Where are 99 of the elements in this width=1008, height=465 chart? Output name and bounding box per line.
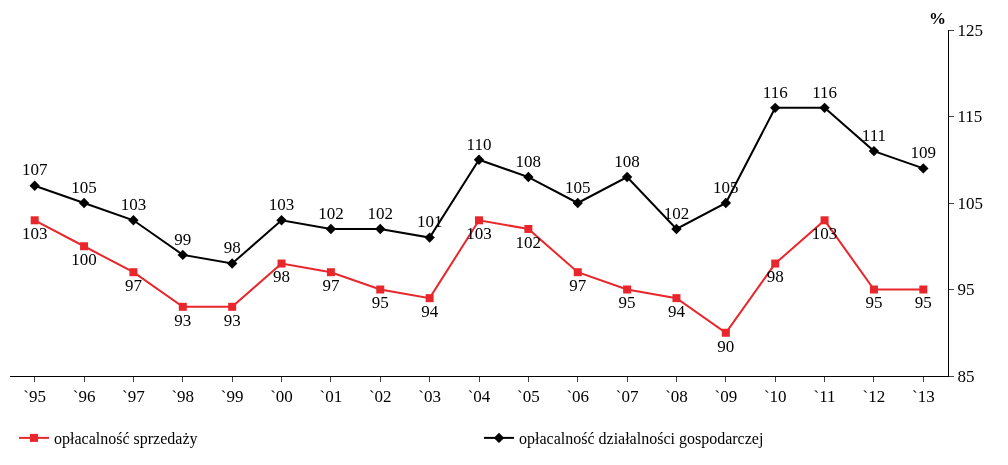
point xyxy=(425,294,434,303)
data-label: 95 xyxy=(371,293,389,313)
data-label: 98 xyxy=(223,238,241,258)
point xyxy=(720,197,732,209)
x-tick-label: `95 xyxy=(23,387,47,407)
x-tick-label: `11 xyxy=(813,387,836,407)
point xyxy=(276,215,287,226)
x-tick-label: `00 xyxy=(270,387,293,407)
legend-label: opłacalność sprzedaży xyxy=(54,430,198,449)
data-label: 108 xyxy=(614,151,640,171)
point xyxy=(178,302,187,311)
point xyxy=(621,171,633,183)
x-tick-label: `03 xyxy=(418,387,441,407)
point xyxy=(177,249,188,261)
point xyxy=(770,102,781,114)
x-tick-label: `05 xyxy=(517,387,540,407)
y-tick-label: 115 xyxy=(957,107,983,127)
data-label: 98 xyxy=(273,267,291,287)
data-label: 97 xyxy=(322,275,340,295)
point xyxy=(277,259,286,268)
point xyxy=(918,163,929,174)
y-tick-label: 125 xyxy=(957,20,983,40)
x-tick-label: `10 xyxy=(763,387,787,407)
data-label: 102 xyxy=(515,232,542,252)
data-label: 109 xyxy=(910,143,937,163)
x-tick-label: `07 xyxy=(615,387,639,407)
data-label: 102 xyxy=(318,203,344,223)
point xyxy=(868,145,880,157)
point xyxy=(671,223,682,235)
data-label: 95 xyxy=(865,293,883,313)
data-label: 95 xyxy=(618,293,636,313)
y-tick-label: 85 xyxy=(957,366,975,386)
x-tick-label: `97 xyxy=(122,387,146,407)
data-label: 110 xyxy=(466,134,492,154)
point xyxy=(473,154,485,165)
data-label: 108 xyxy=(515,151,542,171)
point xyxy=(721,328,730,337)
point xyxy=(29,180,40,191)
point xyxy=(820,216,829,225)
data-label: 107 xyxy=(21,160,48,180)
data-label: 97 xyxy=(124,275,143,295)
data-label: 116 xyxy=(762,82,788,102)
data-label: 97 xyxy=(569,275,587,295)
data-label: 102 xyxy=(663,203,690,223)
x-tick-label: `02 xyxy=(368,387,392,407)
data-label: 98 xyxy=(766,267,784,287)
point xyxy=(523,171,534,183)
data-label: 103 xyxy=(268,195,295,215)
x-tick-label: `01 xyxy=(319,387,343,407)
point xyxy=(919,285,928,294)
point xyxy=(869,285,878,294)
point xyxy=(376,285,385,294)
data-label: 105 xyxy=(71,177,97,197)
x-tick-label: `09 xyxy=(714,387,738,407)
x-tick-label: `12 xyxy=(862,387,886,407)
data-label: 105 xyxy=(564,177,591,197)
point xyxy=(128,215,139,226)
point xyxy=(30,216,39,225)
y-tick-label: 95 xyxy=(957,280,975,300)
data-label: 94 xyxy=(421,301,439,321)
data-label: 95 xyxy=(914,293,932,313)
point xyxy=(572,197,583,209)
data-label: 93 xyxy=(223,310,241,330)
y-tick-label: 105 xyxy=(957,193,983,213)
x-tick-label: `04 xyxy=(467,387,491,407)
x-tick-label: `06 xyxy=(566,387,590,407)
point xyxy=(226,258,238,269)
data-label: 94 xyxy=(667,301,686,321)
data-label: 90 xyxy=(717,336,735,356)
data-label: 103 xyxy=(120,195,147,215)
point xyxy=(78,197,90,209)
point xyxy=(771,259,780,268)
x-tick-label: `08 xyxy=(665,387,688,407)
x-tick-label: `13 xyxy=(911,387,935,407)
data-label: 100 xyxy=(71,250,97,269)
point xyxy=(573,268,582,277)
point xyxy=(623,285,632,294)
point xyxy=(80,242,89,251)
x-tick-label: `96 xyxy=(72,387,96,407)
data-label: 93 xyxy=(174,310,192,330)
data-label: 102 xyxy=(367,203,394,223)
point xyxy=(129,268,138,277)
data-label: 103 xyxy=(466,224,492,244)
data-label: 111 xyxy=(861,125,887,145)
point xyxy=(326,268,335,277)
x-tick-label: `98 xyxy=(171,387,195,407)
x-tick-label: `99 xyxy=(220,387,244,407)
point xyxy=(672,294,681,303)
data-label: 103 xyxy=(21,224,48,244)
y-axis-title: % xyxy=(929,9,946,28)
point xyxy=(228,302,237,311)
point xyxy=(375,223,386,235)
data-label: 99 xyxy=(174,229,192,249)
data-label: 116 xyxy=(812,82,838,102)
legend-label: opłacalność działalności gospodarczej xyxy=(519,430,764,449)
point xyxy=(524,224,533,233)
point xyxy=(475,216,483,225)
point xyxy=(424,232,435,243)
point xyxy=(819,102,830,114)
